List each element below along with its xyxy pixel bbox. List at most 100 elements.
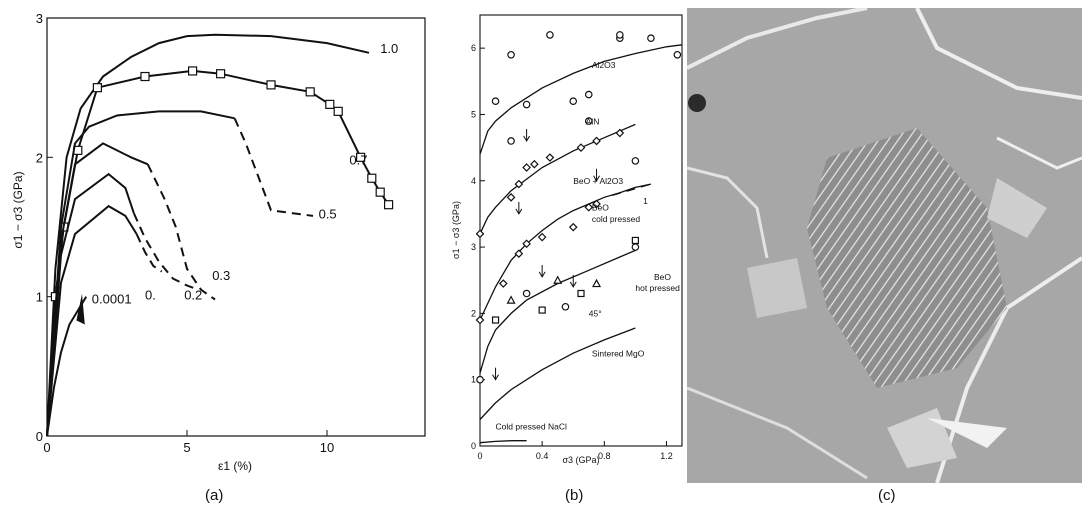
fit-curve-dashed xyxy=(611,183,652,197)
caption-b: (b) xyxy=(565,487,584,504)
data-point-diamond xyxy=(615,128,625,138)
data-point-square xyxy=(384,200,394,210)
data-point-circle xyxy=(522,100,531,109)
chart-b: 0 0.4 0.8 1.2 0 1 2 3 4 5 6 σ3 (GPa) σ1 − σ3 (GPa) A… xyxy=(451,14,683,465)
data-point-square xyxy=(140,71,150,82)
annotation-label: Al2O3 xyxy=(592,60,616,70)
data-point-circle xyxy=(631,243,640,251)
series-label: 0.3 xyxy=(212,268,230,283)
data-point-circle xyxy=(647,34,655,43)
data-point-circle xyxy=(584,117,593,125)
x-tick-label: 0 xyxy=(43,440,50,455)
data-point-square xyxy=(538,306,546,314)
annotation-label: 45° xyxy=(589,309,602,319)
data-point-diamond xyxy=(498,279,508,288)
data-point-diamond xyxy=(506,192,516,202)
fit-curve xyxy=(479,249,636,374)
data-point-diamond xyxy=(475,229,485,239)
data-point-circle xyxy=(522,289,531,298)
series-line-dashed xyxy=(132,212,199,291)
x-axis-label: ε1 (%) xyxy=(218,459,252,473)
annotation-label: AlN xyxy=(586,116,600,126)
caption-c: (c) xyxy=(878,487,896,504)
series-line xyxy=(46,69,390,437)
data-point-square xyxy=(367,173,377,183)
data-point-square xyxy=(305,87,315,97)
y-axis-label: σ1 − σ3 (GPa) xyxy=(11,171,25,248)
x-tick-label: 10 xyxy=(320,440,334,455)
caption-a: (a) xyxy=(205,487,224,504)
y-axis-label: σ1 − σ3 (GPa) xyxy=(451,201,461,259)
data-point-diamond xyxy=(514,249,524,259)
data-point-circle xyxy=(584,90,593,99)
plot-frame xyxy=(479,14,683,447)
annotation-label: Sintered MgO xyxy=(592,348,645,358)
series-line xyxy=(46,172,135,437)
y-tick-label: 1 xyxy=(471,375,476,385)
data-point-circle xyxy=(673,50,682,59)
annotation-label: 1 xyxy=(643,196,648,206)
fit-curve xyxy=(479,44,683,155)
data-point-triangle xyxy=(592,278,602,288)
data-point-diamond xyxy=(522,163,531,172)
y-tick-label: 6 xyxy=(471,43,476,53)
data-point-square xyxy=(356,152,366,162)
data-point-square xyxy=(577,289,585,298)
micrograph-photo xyxy=(687,8,1082,483)
arrow-head xyxy=(569,281,577,288)
series-line xyxy=(46,204,138,437)
series-label: 0. xyxy=(145,287,156,302)
annotation-label: Cold pressed NaCl xyxy=(496,421,567,431)
y-tick-label: 3 xyxy=(471,242,476,252)
series-label: 0.5 xyxy=(319,207,337,222)
data-point-diamond xyxy=(537,232,547,242)
series-label: 0.7 xyxy=(349,152,367,167)
arrow-head xyxy=(515,208,523,215)
data-point-square xyxy=(333,106,343,116)
data-point-circle xyxy=(507,50,515,59)
x-tick-label: 0.4 xyxy=(536,451,549,461)
data-point-triangle xyxy=(553,275,563,284)
arrow-head xyxy=(76,293,85,325)
fit-curve xyxy=(479,183,652,321)
y-tick-label: 0 xyxy=(36,429,43,444)
arrow-head xyxy=(492,374,499,381)
data-point-diamond xyxy=(545,153,555,162)
data-point-diamond xyxy=(584,202,594,212)
data-point-diamond xyxy=(514,179,524,189)
series-line-dashed xyxy=(233,117,314,217)
data-point-circle xyxy=(561,302,570,311)
series-label: 0.2 xyxy=(184,287,202,302)
data-point-square xyxy=(92,83,103,93)
y-tick-label: 1 xyxy=(36,290,43,305)
fit-curve xyxy=(479,327,636,420)
data-point-circle xyxy=(631,157,640,165)
data-point-circle xyxy=(476,375,484,384)
arrow-head xyxy=(523,135,531,142)
series-label: 1.0 xyxy=(380,41,398,56)
x-tick-label: 5 xyxy=(183,440,190,455)
arrow-head xyxy=(538,271,546,278)
y-tick-label: 4 xyxy=(471,176,476,186)
data-point-triangle xyxy=(506,295,516,304)
data-point-square xyxy=(491,316,500,324)
annotation-label: BeO xyxy=(592,203,609,213)
y-tick-label: 2 xyxy=(471,308,476,318)
plot-frame xyxy=(46,17,426,437)
y-tick-label: 0 xyxy=(471,441,476,451)
data-point-diamond xyxy=(592,136,601,146)
y-tick-label: 5 xyxy=(471,109,476,119)
data-point-circle xyxy=(546,31,554,39)
x-tick-label: 1.2 xyxy=(660,451,673,461)
series-line xyxy=(46,33,370,437)
y-tick-label: 3 xyxy=(36,11,43,26)
series-line xyxy=(46,110,235,437)
data-point-square xyxy=(216,69,226,79)
annotation-label: hot pressed xyxy=(635,283,680,293)
data-point-diamond xyxy=(475,315,485,325)
data-point-diamond xyxy=(530,159,539,169)
data-point-diamond xyxy=(568,222,578,232)
data-point-square xyxy=(188,66,198,76)
data-point-square xyxy=(375,187,385,197)
data-point-diamond xyxy=(522,239,531,249)
